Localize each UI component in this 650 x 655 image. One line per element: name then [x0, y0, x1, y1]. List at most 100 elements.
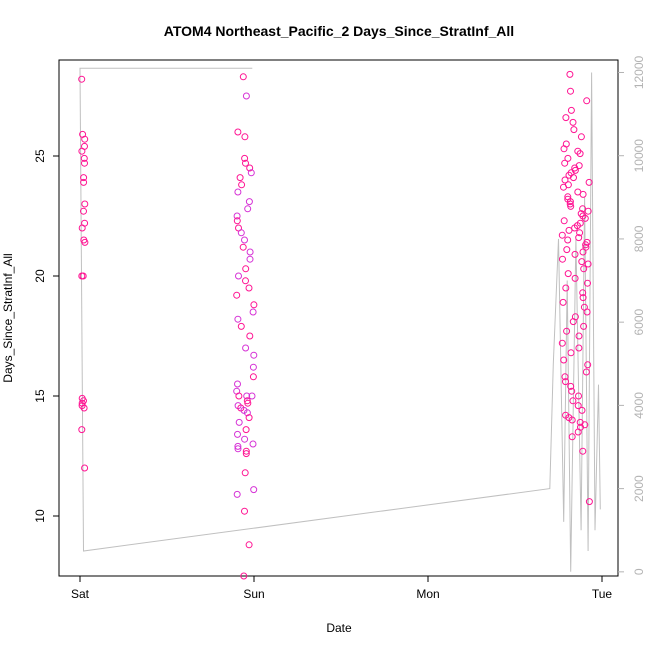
data-point — [249, 373, 257, 381]
data-point — [245, 414, 253, 422]
data-point — [242, 447, 250, 455]
data-point — [242, 159, 249, 167]
data-point — [585, 498, 593, 506]
data-point — [567, 349, 575, 357]
line-layer — [79, 67, 601, 572]
data-point — [562, 284, 570, 292]
data-point — [576, 229, 584, 237]
data-point — [579, 294, 587, 302]
data-point — [78, 75, 86, 83]
data-point — [582, 241, 590, 249]
data-point — [233, 291, 241, 299]
data-point — [245, 198, 253, 206]
data-point — [566, 70, 574, 78]
y2-axis: 0 2000 4000 6000 8000 10000 12000 — [618, 55, 646, 575]
x-axis: Sat Sun Mon Tue — [71, 576, 612, 601]
data-point — [243, 392, 251, 400]
data-point — [241, 133, 249, 141]
data-point — [242, 344, 250, 352]
data-point — [249, 308, 257, 316]
data-point — [241, 236, 248, 244]
data-point — [79, 272, 87, 280]
data-point — [235, 392, 243, 400]
data-point — [579, 248, 587, 256]
data-point — [579, 289, 587, 297]
data-point — [569, 118, 577, 126]
x-tick-label: Mon — [416, 587, 439, 601]
data-point — [239, 73, 247, 81]
series-line — [79, 67, 601, 572]
data-point — [242, 92, 250, 100]
data-point — [81, 135, 89, 143]
data-point — [560, 217, 568, 225]
data-point — [250, 486, 258, 494]
data-point — [579, 205, 587, 213]
data-point — [246, 332, 254, 340]
y2-tick-label: 10000 — [632, 139, 646, 173]
data-point — [242, 277, 249, 285]
data-point — [235, 418, 243, 426]
y2-tick-label: 8000 — [632, 225, 646, 252]
y-tick-label: 25 — [33, 149, 47, 163]
data-point — [78, 426, 86, 434]
data-point — [574, 402, 582, 410]
data-point — [561, 373, 569, 381]
data-point — [242, 426, 250, 434]
data-point — [250, 351, 258, 359]
data-point — [244, 399, 252, 407]
data-point — [584, 361, 592, 369]
data-point — [242, 450, 250, 458]
y2-tick-label: 6000 — [632, 308, 646, 335]
data-point — [580, 265, 588, 273]
y-axis: 10 15 20 25 — [33, 149, 59, 523]
data-point — [245, 541, 253, 549]
data-point — [233, 212, 241, 220]
data-point — [584, 260, 592, 268]
data-point — [78, 399, 86, 407]
data-point — [80, 174, 88, 182]
data-point — [559, 298, 567, 306]
data-point — [233, 217, 241, 225]
data-point — [237, 229, 245, 237]
data-point — [564, 236, 572, 244]
data-point — [234, 128, 242, 136]
data-point — [80, 178, 88, 186]
data-point — [569, 397, 577, 405]
data-point — [582, 368, 590, 376]
data-point — [233, 490, 241, 498]
data-point — [567, 87, 574, 95]
data-point — [234, 188, 242, 196]
data-point — [234, 380, 241, 388]
data-point — [246, 255, 254, 263]
data-point — [237, 322, 245, 330]
data-point — [575, 332, 583, 340]
data-point — [579, 447, 587, 455]
plot-box — [58, 59, 619, 577]
data-point — [569, 318, 577, 326]
data-point — [560, 356, 568, 364]
data-point — [242, 265, 250, 273]
data-point — [249, 440, 257, 448]
data-point — [244, 205, 252, 213]
data-point — [234, 315, 242, 323]
data-point — [249, 363, 257, 371]
data-point — [568, 416, 576, 424]
data-point — [234, 445, 242, 453]
data-point — [580, 322, 588, 330]
data-point — [574, 147, 582, 155]
y2-tick-label: 4000 — [632, 392, 646, 419]
plot-frame — [58, 59, 619, 577]
data-point — [568, 433, 576, 441]
data-point — [579, 212, 587, 220]
y-axis-label: Days_Since_StratInf_All — [1, 253, 15, 382]
data-point — [80, 154, 88, 162]
data-point — [584, 207, 592, 215]
data-point — [241, 469, 249, 477]
data-point — [243, 409, 251, 417]
data-point — [235, 272, 242, 280]
data-point — [246, 164, 254, 172]
data-point — [584, 279, 591, 287]
x-axis-label: Date — [326, 621, 352, 635]
